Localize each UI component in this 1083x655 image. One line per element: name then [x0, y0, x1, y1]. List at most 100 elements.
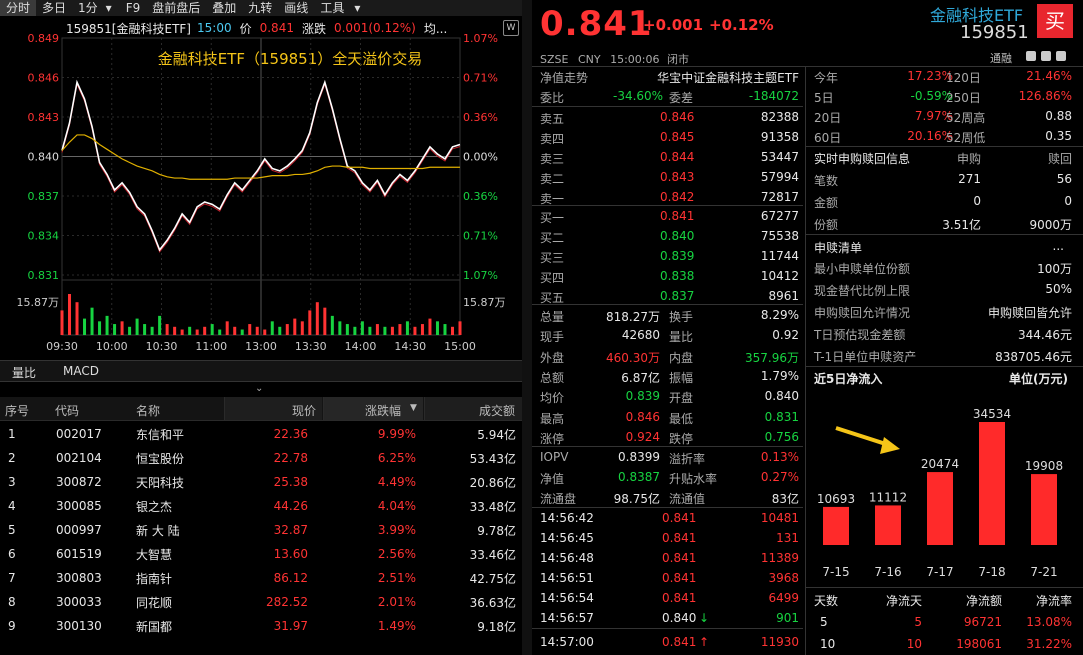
- row-name: 东信和平: [136, 427, 185, 442]
- table-row[interactable]: 8 300033 同花顺 282.52 2.01% 36.63亿: [0, 590, 522, 614]
- level-label: 买一: [540, 211, 565, 225]
- chart-settings-icon[interactable]: W: [503, 20, 519, 36]
- chevron-down-icon[interactable]: ▾: [105, 1, 112, 15]
- pre-post-market-button[interactable]: 盘前盘后: [152, 1, 201, 15]
- bid-level[interactable]: 买四 0.838 10412: [535, 266, 803, 286]
- stat-value: 0.27%: [760, 470, 799, 484]
- row-price: 22.78: [273, 451, 308, 465]
- f9-button[interactable]: F9: [125, 1, 141, 15]
- col-name[interactable]: 名称: [136, 404, 161, 418]
- row-code: 300033: [56, 595, 102, 609]
- table-row[interactable]: 5 000997 新 大 陆 32.87 3.99% 9.78亿: [0, 518, 522, 542]
- volume-bar: [165, 324, 169, 335]
- tick-time: 14:56:51: [540, 571, 594, 585]
- ask-level[interactable]: 卖四 0.845 91358: [535, 127, 803, 147]
- stat-label: 开盘: [669, 391, 694, 406]
- stat-label: 现手: [540, 330, 565, 345]
- volume-bar: [203, 326, 207, 335]
- tab-intraday[interactable]: 分时: [0, 0, 37, 16]
- level-label: 买四: [540, 271, 565, 285]
- row-name: 恒宝股份: [136, 451, 185, 466]
- volume-bar: [98, 321, 102, 335]
- row-code: 300130: [56, 619, 102, 633]
- row-change: 9.99%: [377, 427, 416, 441]
- level-volume: 67277: [760, 209, 799, 223]
- intraday-chart: 金融科技ETF（159851）全天溢价交易 0.849 1.07% 0.846 0.71…: [17, 32, 506, 353]
- y-tick-left: 0.834: [28, 230, 60, 243]
- expand-chevron-icon[interactable]: ⌄: [255, 383, 264, 394]
- row-amount: 42.75亿: [469, 571, 516, 586]
- subscription-title: 实时申购赎回信息: [814, 152, 911, 166]
- table-row[interactable]: 1 002017 东信和平 22.36 9.99% 5.94亿: [0, 422, 522, 446]
- subscription-header: 实时申购赎回信息 申购 赎回: [814, 152, 1072, 166]
- level-label: 买二: [540, 231, 565, 245]
- col-code[interactable]: 代码: [55, 404, 80, 418]
- col-price[interactable]: 现价: [292, 404, 317, 418]
- tick-row: 14:57:00 0.841 ↑ 11930: [535, 632, 803, 652]
- perf-label: 52周高: [946, 111, 986, 125]
- row-code: 002017: [56, 427, 102, 441]
- inflow-unit: 单位(万元): [1009, 372, 1068, 386]
- tab-macd[interactable]: MACD: [63, 364, 99, 378]
- x-tick: 10:00: [96, 340, 128, 353]
- bid-level[interactable]: 买一 0.841 67277: [535, 206, 803, 226]
- ask-level[interactable]: 卖一 0.842 72817: [535, 187, 803, 207]
- level-label: 买五: [540, 291, 565, 305]
- table-row[interactable]: 9 300130 新国都 31.97 1.49% 9.18亿: [0, 614, 522, 638]
- stat-value: 98.75亿: [613, 492, 660, 506]
- period-select[interactable]: 1分: [78, 1, 98, 15]
- edit-icon[interactable]: [1026, 51, 1036, 61]
- chevron-down-icon[interactable]: ▾: [354, 1, 361, 15]
- tick-volume: 131: [776, 531, 799, 545]
- volume-bar: [338, 321, 342, 335]
- row-name: 天阳科技: [136, 475, 185, 490]
- ask-level[interactable]: 卖二 0.843 57994: [535, 167, 803, 187]
- bid-level[interactable]: 买五 0.837 8961: [535, 286, 803, 306]
- table-row[interactable]: 6 601519 大智慧 13.60 2.56% 33.46亿: [0, 542, 522, 566]
- share-icon[interactable]: [1056, 51, 1066, 61]
- row-change: 1.49%: [377, 619, 416, 633]
- col-change[interactable]: 涨跌幅: [365, 404, 402, 418]
- col-seq[interactable]: 序号: [5, 404, 30, 418]
- sort-desc-icon[interactable]: ▼: [410, 403, 417, 413]
- tools-button[interactable]: 工具: [320, 1, 345, 15]
- subscription-row: 金额 0 0: [812, 191, 1078, 211]
- buy-button[interactable]: 买: [1037, 4, 1073, 38]
- performance-row: 今年 17.23% 120日 21.46%: [812, 66, 1078, 86]
- bid-level[interactable]: 买二 0.840 75538: [535, 226, 803, 246]
- bid-level[interactable]: 买三 0.839 11744: [535, 246, 803, 266]
- more-button[interactable]: ...: [1052, 239, 1064, 253]
- tab-multi-day[interactable]: 多日: [42, 1, 67, 15]
- volume-bar: [413, 326, 417, 335]
- table-row[interactable]: 3 300872 天阳科技 25.38 4.49% 20.86亿: [0, 470, 522, 494]
- ask-level[interactable]: 卖五 0.846 82388: [535, 107, 803, 127]
- tab-volume-ratio[interactable]: 量比: [12, 366, 37, 380]
- inflow-bar: [927, 472, 953, 545]
- net-flow-col: 净流额: [965, 594, 1002, 608]
- market-status: 闭市: [667, 53, 689, 66]
- draw-line-button[interactable]: 画线: [284, 1, 309, 15]
- level-label: 卖一: [540, 192, 565, 206]
- row-seq: 2: [8, 451, 16, 465]
- stat-value: 0.924: [625, 429, 660, 444]
- overlay-button[interactable]: 叠加: [212, 1, 237, 15]
- stat-row: 净值 0.8387 升贴水率 0.27%: [535, 467, 803, 487]
- col-amount[interactable]: 成交额: [479, 404, 516, 418]
- chart-title: 金融科技ETF（159851）全天溢价交易: [158, 50, 423, 68]
- table-row[interactable]: 4 300085 银之杰 44.26 4.04% 33.48亿: [0, 494, 522, 518]
- ask-level[interactable]: 卖三 0.844 53447: [535, 147, 803, 167]
- net-rate: 31.22%: [1026, 637, 1072, 651]
- tick-volume: 11930: [760, 635, 799, 649]
- table-row[interactable]: 7 300803 指南针 86.12 2.51% 42.75亿: [0, 566, 522, 590]
- table-row[interactable]: 2 002104 恒宝股份 22.78 6.25% 53.43亿: [0, 446, 522, 470]
- row-change: 2.56%: [377, 547, 416, 561]
- level-volume: 72817: [760, 190, 799, 204]
- perf-label: 今年: [814, 71, 839, 85]
- stat-label: IOPV: [540, 450, 569, 464]
- nine-turn-button[interactable]: 九转: [248, 1, 273, 15]
- nav-trend-link[interactable]: 净值走势: [540, 71, 589, 85]
- level-price: 0.839: [660, 249, 695, 263]
- chart-code-name: 159851[金融科技ETF]: [66, 21, 191, 36]
- stat-label: 最低: [669, 411, 694, 426]
- note-icon[interactable]: [1041, 51, 1051, 61]
